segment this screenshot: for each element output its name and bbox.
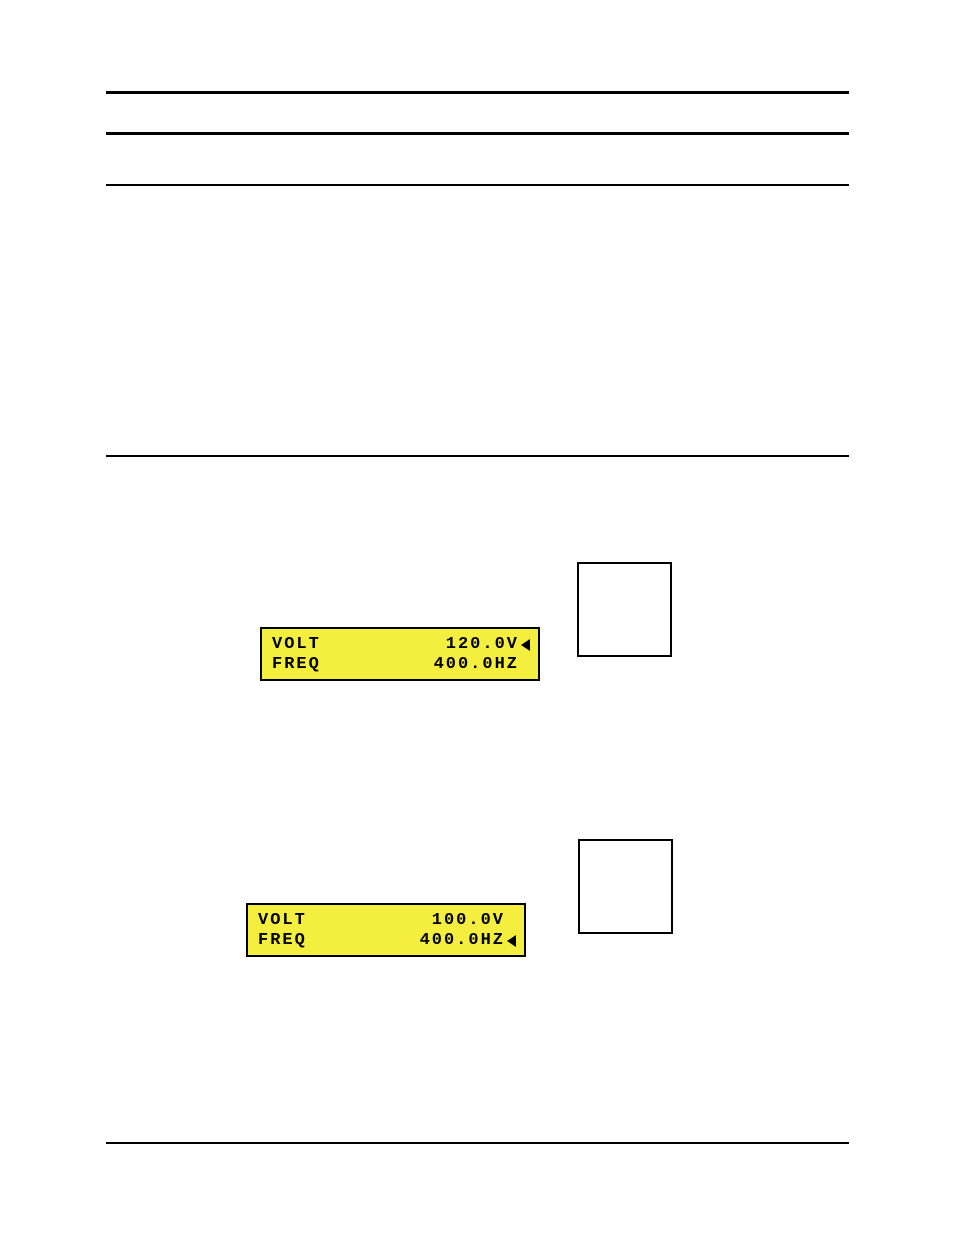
- cursor-left-arrow-icon: [507, 935, 516, 947]
- lcd-value-text: 400.0HZ: [420, 931, 505, 951]
- divider-rule: [106, 455, 849, 457]
- divider-rule: [106, 1142, 849, 1144]
- divider-rule: [106, 91, 849, 94]
- lcd-value-text: 120.0V: [446, 635, 519, 655]
- page: VOLT 120.0V FREQ 400.0HZ VOLT 100.0V FRE…: [0, 0, 954, 1235]
- lcd-row: VOLT 120.0V: [272, 635, 530, 655]
- divider-rule: [106, 184, 849, 186]
- lcd-value-text: 400.0HZ: [434, 655, 519, 675]
- callout-box: [577, 562, 672, 657]
- lcd-row: VOLT 100.0V: [258, 911, 516, 931]
- lcd-label-freq: FREQ: [258, 931, 307, 951]
- lcd-label-volt: VOLT: [258, 911, 307, 931]
- lcd-label-volt: VOLT: [272, 635, 321, 655]
- lcd-label-freq: FREQ: [272, 655, 321, 675]
- lcd-value-volt: 100.0V: [432, 911, 516, 931]
- lcd-value-freq: 400.0HZ: [420, 931, 516, 951]
- divider-rule: [106, 132, 849, 135]
- callout-box: [578, 839, 673, 934]
- lcd-row: FREQ 400.0HZ: [272, 655, 530, 675]
- lcd-value-volt: 120.0V: [446, 635, 530, 655]
- cursor-left-arrow-icon: [521, 639, 530, 651]
- lcd-row: FREQ 400.0HZ: [258, 931, 516, 951]
- lcd-display-2: VOLT 100.0V FREQ 400.0HZ: [246, 903, 526, 957]
- lcd-value-freq: 400.0HZ: [434, 655, 530, 675]
- lcd-display-1: VOLT 120.0V FREQ 400.0HZ: [260, 627, 540, 681]
- lcd-value-text: 100.0V: [432, 911, 505, 931]
